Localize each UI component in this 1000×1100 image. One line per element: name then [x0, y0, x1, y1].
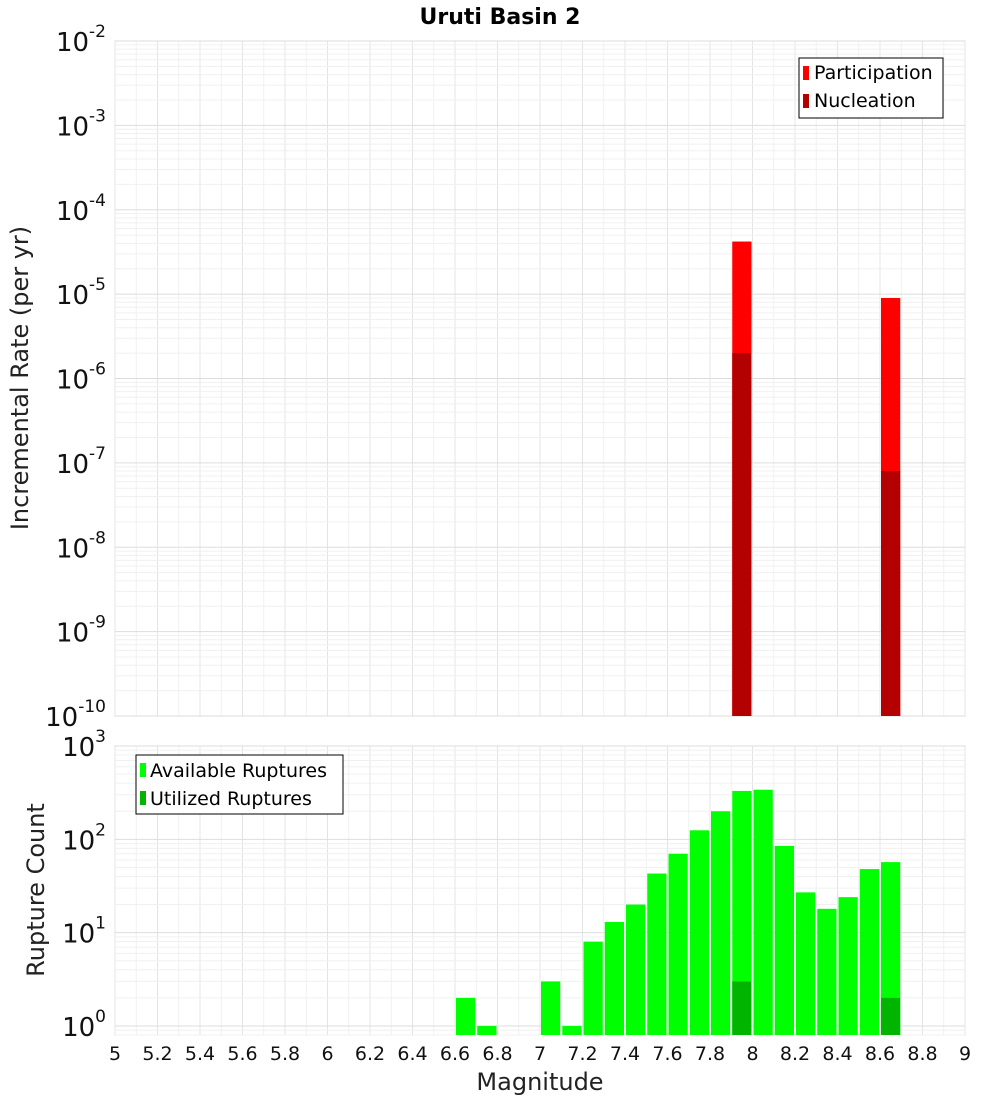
- top-y-tick-label: 10-5: [56, 275, 106, 311]
- bottom-bar-available-ruptures: [774, 845, 794, 1035]
- bottom-bar-available-ruptures: [859, 869, 879, 1035]
- x-tick-label: 6.4: [397, 1043, 427, 1065]
- bottom-bar-utilized-ruptures: [881, 997, 901, 1035]
- x-tick-label: 8: [746, 1043, 758, 1065]
- bottom-bars: [456, 789, 901, 1035]
- chart-title: Uruti Basin 2: [420, 5, 581, 30]
- top-y-tick-label: 10-10: [45, 697, 106, 733]
- top-bar-nucleation: [732, 353, 752, 716]
- x-tick-label: 6: [321, 1043, 333, 1065]
- bottom-bar-available-ruptures: [541, 981, 561, 1035]
- bottom-y-tick-label: 101: [62, 914, 106, 950]
- bottom-bar-available-ruptures: [838, 897, 858, 1035]
- x-tick-label: 9: [959, 1043, 971, 1065]
- top-y-tick-label: 10-7: [56, 444, 106, 480]
- participation-legend-label: Participation: [814, 62, 933, 84]
- bottom-bar-available-ruptures: [796, 892, 816, 1035]
- x-tick-label: 7.4: [610, 1043, 640, 1065]
- x-tick-label: 5.6: [227, 1043, 257, 1065]
- top-y-axis-label: Incremental Rate (per yr): [6, 226, 34, 530]
- rupture-count-panel: 100 101 102 103 5 5.2 5.4 5.6 5.8 6 6.2 6.4 6.6 6.8 7…: [22, 727, 971, 1096]
- x-tick-label: 7.8: [695, 1043, 725, 1065]
- bottom-bar-available-ruptures: [753, 789, 773, 1035]
- bottom-bar-available-ruptures: [626, 904, 646, 1035]
- available-ruptures-legend-swatch: [140, 763, 146, 777]
- utilized-ruptures-legend-swatch: [140, 791, 146, 805]
- nucleation-legend-swatch: [803, 94, 809, 108]
- bottom-bar-available-ruptures: [583, 941, 603, 1035]
- x-tick-label: 7.6: [652, 1043, 682, 1065]
- top-y-tick-labels: 10-10 10-9 10-8 10-7 10-6 10-5 10-4 10-3 10-2: [45, 22, 106, 733]
- bottom-y-axis-label: Rupture Count: [22, 803, 50, 977]
- x-tick-label: 8.4: [822, 1043, 852, 1065]
- bottom-legend: Available Ruptures Utilized Ruptures: [135, 754, 344, 815]
- x-tick-label: 7: [534, 1043, 546, 1065]
- top-y-tick-label: 10-8: [56, 528, 106, 564]
- bottom-bar-available-ruptures: [477, 1025, 497, 1035]
- bottom-bar-available-ruptures: [689, 830, 709, 1035]
- top-y-tick-label: 10-4: [56, 191, 106, 227]
- bottom-bar-utilized-ruptures: [732, 981, 752, 1035]
- top-y-tick-label: 10-6: [56, 360, 106, 396]
- bottom-bar-available-ruptures: [647, 873, 667, 1035]
- top-bars: [732, 241, 901, 717]
- bottom-bar-available-ruptures: [668, 853, 688, 1035]
- x-tick-label: 6.6: [440, 1043, 470, 1065]
- top-bar-nucleation: [881, 471, 901, 716]
- bottom-bar-available-ruptures: [817, 908, 837, 1035]
- participation-nucleation-panel: 10-10 10-9 10-8 10-7 10-6 10-5 10-4 10-3 10-2 In…: [6, 22, 966, 733]
- bottom-y-tick-label: 100: [62, 1007, 106, 1043]
- x-tick-label: 5.4: [185, 1043, 215, 1065]
- bottom-y-tick-label: 102: [62, 820, 106, 856]
- top-grid: [114, 40, 966, 717]
- top-legend-box: [798, 57, 944, 119]
- top-legend: Participation Nucleation: [798, 57, 944, 119]
- utilized-ruptures-legend-label: Utilized Ruptures: [150, 788, 312, 810]
- bottom-bar-available-ruptures: [881, 862, 901, 1035]
- bottom-legend-box: [135, 754, 344, 815]
- participation-legend-swatch: [803, 66, 809, 80]
- x-tick-labels: 5 5.2 5.4 5.6 5.8 6 6.2 6.4 6.6 6.8 7 7.2 7.4 7.6 7.8 8…: [109, 1043, 971, 1065]
- x-tick-label: 7.2: [567, 1043, 597, 1065]
- bottom-bar-available-ruptures: [711, 811, 731, 1035]
- top-y-tick-label: 10-2: [56, 22, 106, 58]
- x-tick-label: 5.2: [142, 1043, 172, 1065]
- bottom-y-tick-label: 103: [62, 727, 106, 763]
- nucleation-legend-label: Nucleation: [814, 90, 916, 112]
- x-tick-label: 8.2: [780, 1043, 810, 1065]
- bottom-bar-available-ruptures: [732, 790, 752, 1035]
- bottom-y-tick-labels: 100 101 102 103: [62, 727, 106, 1043]
- x-tick-label: 8.8: [907, 1043, 937, 1065]
- bottom-bar-available-ruptures: [456, 997, 476, 1035]
- top-y-tick-label: 10-9: [56, 613, 106, 649]
- x-tick-label: 5.8: [270, 1043, 300, 1065]
- bottom-bar-available-ruptures: [562, 1025, 582, 1035]
- available-ruptures-legend-label: Available Ruptures: [150, 760, 327, 782]
- x-tick-label: 5: [109, 1043, 121, 1065]
- bottom-bar-available-ruptures: [604, 922, 624, 1035]
- x-tick-label: 8.6: [865, 1043, 895, 1065]
- x-axis-label: Magnitude: [476, 1068, 603, 1096]
- x-tick-label: 6.2: [355, 1043, 385, 1065]
- top-y-tick-label: 10-3: [56, 106, 106, 142]
- x-tick-label: 6.8: [482, 1043, 512, 1065]
